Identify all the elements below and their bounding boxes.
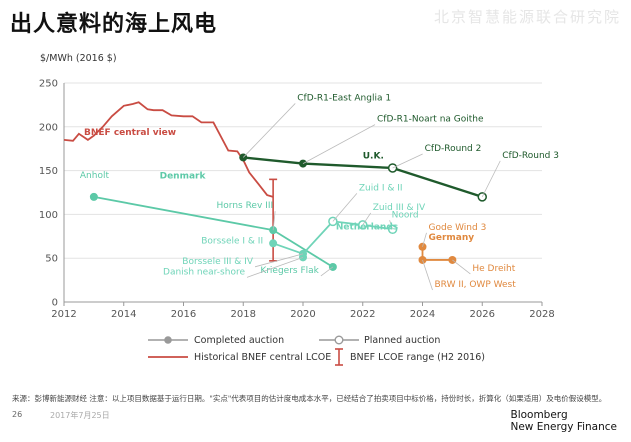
leader-line — [452, 259, 471, 275]
series-segment — [272, 242, 304, 255]
y-tick-label: 0 — [52, 298, 58, 309]
completed-point — [89, 192, 98, 201]
legend-planned-text: Planned auction — [364, 335, 440, 346]
series-segment — [93, 195, 274, 232]
leader-line — [242, 103, 296, 158]
x-tick-label: 2012 — [51, 309, 76, 320]
y-axis-label: $/MWh (2016 $) — [40, 53, 117, 64]
series-segment — [302, 162, 393, 170]
legend-range-text: BNEF LCOE range (H2 2016) — [350, 352, 485, 363]
series-name-label: Germany — [428, 233, 474, 243]
completed-point — [269, 239, 278, 248]
series-name-label: Denmark — [160, 171, 207, 181]
point-label: CfD-R1-Noart na Goithe — [377, 115, 484, 125]
leader-line — [320, 266, 334, 277]
point-label: Horns Rev III — [217, 201, 274, 211]
point-label: Zuid I & II — [359, 183, 403, 193]
legend: Completed auction Planned auction Histor… — [148, 335, 485, 366]
point-label: BRW II, OWP West — [435, 280, 517, 290]
leader-line — [422, 232, 427, 247]
series-segment — [243, 156, 304, 165]
y-tick-label: 200 — [39, 122, 58, 133]
chart-axes: 0 50 100 150 200 250 2012 2014 2016 2018 2020 2022 2… — [39, 79, 555, 321]
series-segment — [362, 224, 393, 231]
point-label: Zuid III & IV — [373, 203, 426, 213]
historical-lcoe-label: BNEF central view — [84, 128, 176, 138]
point-label: Borssele I & II — [201, 236, 263, 246]
point-label: Noord — [392, 210, 419, 220]
historical-lcoe-line — [63, 101, 274, 198]
point-label: Anholt — [80, 171, 110, 181]
point-label: CfD-R1-East Anglia 1 — [297, 93, 391, 103]
brand-line-1: Bloomberg — [510, 409, 568, 421]
x-tick-label: 2020 — [290, 309, 315, 320]
leader-line — [481, 160, 501, 198]
y-tick-label: 250 — [39, 79, 58, 90]
leader-line — [389, 220, 394, 230]
x-tick-label: 2028 — [529, 309, 554, 320]
x-tick-label: 2024 — [410, 309, 435, 320]
brand-line-2: New Energy Finance — [510, 421, 617, 433]
series-segment — [392, 166, 483, 199]
point-label: Gode Wind 3 — [429, 223, 487, 233]
watermark: 北京智慧能源联合研究院 — [433, 8, 621, 26]
point-label: Borssele III & IV — [182, 257, 254, 267]
leader-line — [332, 193, 358, 222]
x-tick-label: 2018 — [231, 309, 256, 320]
legend-planned-marker — [334, 335, 344, 345]
x-tick-label: 2014 — [111, 309, 136, 320]
y-tick-label: 50 — [45, 254, 58, 265]
series-segment — [332, 220, 363, 226]
legend-completed-marker — [164, 336, 172, 344]
leader-line — [272, 211, 276, 231]
point-label: Kriegers Flak — [260, 266, 319, 276]
leader-line — [392, 153, 423, 169]
x-tick-label: 2016 — [171, 309, 196, 320]
series-name-label: U.K. — [363, 151, 384, 161]
page-number: 26 — [12, 410, 23, 419]
footnote: 来源：彭博新能源财经 注意：以上项目数据基于运行日期。"实点"代表项目的估计度电… — [12, 394, 607, 403]
x-tick-label: 2022 — [350, 309, 375, 320]
legend-range-marker — [335, 348, 343, 366]
series-germany — [418, 242, 457, 264]
legend-completed-text: Completed auction — [194, 335, 284, 346]
x-tick-label: 2026 — [470, 309, 495, 320]
labels-layer: Anholt Horns Rev III Kriegers Flak Borssele… — [80, 93, 559, 291]
leader-line — [362, 212, 372, 226]
series-segment — [272, 229, 334, 268]
leader-line — [246, 256, 304, 278]
y-tick-label: 150 — [39, 166, 58, 177]
lcoe-range-bar — [269, 178, 278, 262]
legend-historical-text: Historical BNEF central LCOE — [194, 352, 331, 363]
leader-line — [302, 124, 376, 164]
series-segment — [302, 220, 334, 255]
point-label: CfD-Round 3 — [502, 151, 559, 161]
leader-line — [254, 253, 304, 268]
leader-line — [422, 259, 433, 291]
date: 2017年7月25日 — [50, 411, 110, 420]
page-title: 出人意料的海上风电 — [10, 12, 218, 37]
series-name-label: Netherlands — [336, 222, 398, 232]
point-label: He Dreiht — [472, 264, 515, 274]
point-label: CfD-Round 2 — [425, 144, 482, 154]
brand-logo: Bloomberg New Energy Finance — [510, 409, 617, 433]
y-tick-label: 100 — [39, 210, 58, 221]
point-label: Danish near-shore — [163, 267, 245, 277]
